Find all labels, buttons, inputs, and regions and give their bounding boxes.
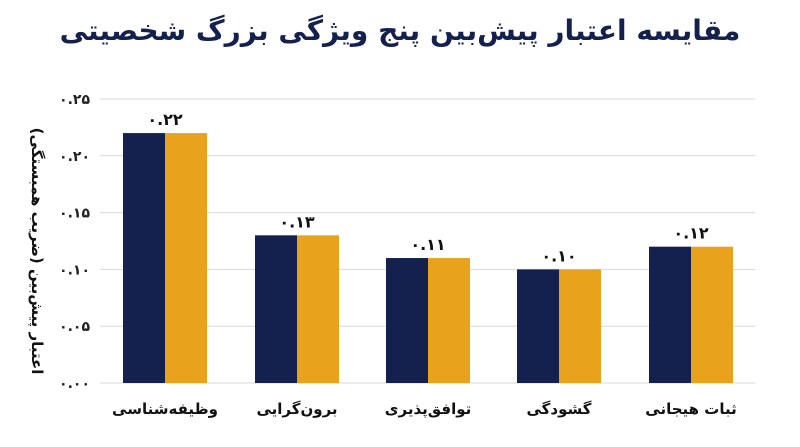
category-label: برون‌گرایی <box>256 400 337 418</box>
bar-right <box>297 235 339 383</box>
category-label: توافق‌پذیری <box>385 400 472 419</box>
chart-title: مقایسه اعتبار پیش‌بین پنج ویژگی بزرگ شخص… <box>59 14 741 47</box>
data-label: ۰.۱۱ <box>410 235 445 254</box>
bar-right <box>165 133 207 383</box>
bar-left <box>517 269 559 383</box>
data-label: ۰.۲۲ <box>147 110 183 129</box>
y-tick-label: ۰.۲۰ <box>59 149 90 165</box>
y-tick-label: ۰.۰۵ <box>59 319 90 335</box>
bar-left <box>649 246 691 383</box>
bar-right <box>428 258 470 383</box>
data-label: ۰.۱۲ <box>673 224 709 243</box>
data-label: ۰.۱۰ <box>541 246 576 265</box>
y-tick-label: ۰.۰۰ <box>59 376 90 392</box>
category-label: وظیفه‌شناسی <box>112 400 218 418</box>
y-axis-label: اعتبار پیش‌بین (ضریب همبستگی) <box>27 128 46 375</box>
category-label: ثبات هیجانی <box>645 400 736 418</box>
bar-right <box>559 269 601 383</box>
y-tick-label: ۰.۱۰ <box>59 262 90 278</box>
y-tick-label: ۰.۱۵ <box>59 206 90 222</box>
bar-right <box>691 246 733 383</box>
category-label: گشودگی <box>527 400 592 418</box>
data-label: ۰.۱۳ <box>279 212 315 231</box>
bar-left <box>123 133 165 383</box>
bar-left <box>386 258 428 383</box>
y-tick-label: ۰.۲۵ <box>59 92 90 108</box>
bar-left <box>255 235 297 383</box>
